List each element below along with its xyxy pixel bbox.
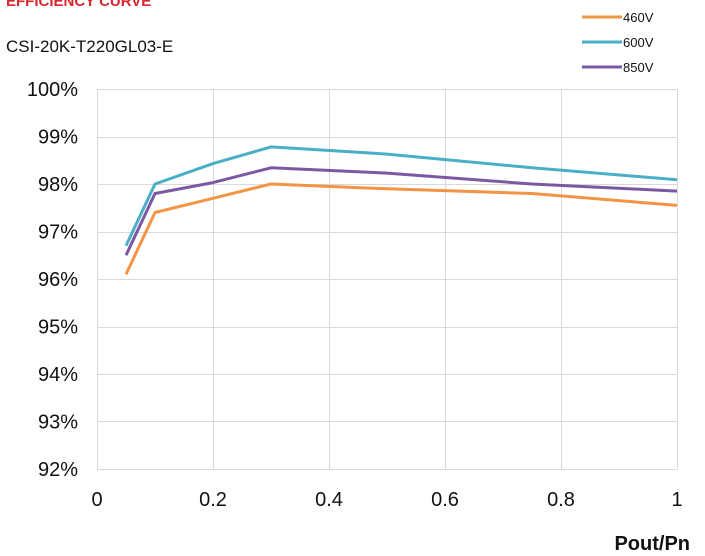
- y-tick-label: 100%: [27, 79, 78, 101]
- y-tick-label: 99%: [38, 127, 78, 149]
- x-axis-label: Pout/Pn: [614, 533, 690, 555]
- x-tick-label: 1: [671, 489, 682, 511]
- legend-label: 600V: [623, 35, 654, 50]
- y-tick-label: 94%: [38, 364, 78, 386]
- y-tick-label: 92%: [38, 459, 78, 481]
- x-axis-ticks: 0 0.2 0.4 0.6 0.8 1: [91, 489, 682, 511]
- legend: 460V 600V 850V: [582, 10, 654, 75]
- x-tick-label: 0: [91, 489, 102, 511]
- x-tick-label: 0.6: [431, 489, 459, 511]
- x-tick-label: 0.8: [547, 489, 575, 511]
- x-tick-label: 0.2: [199, 489, 227, 511]
- plot-series: [124, 145, 678, 275]
- y-tick-label: 97%: [38, 222, 78, 244]
- legend-item: 850V: [582, 60, 654, 75]
- legend-label: 850V: [623, 60, 654, 75]
- y-tick-label: 96%: [38, 269, 78, 291]
- y-axis-ticks: 92% 93% 94% 95% 96% 97% 98% 99% 100%: [27, 79, 78, 481]
- legend-item: 460V: [582, 10, 654, 25]
- chart-subtitle: CSI-20K-T220GL03-E: [6, 37, 173, 56]
- y-tick-label: 98%: [38, 174, 78, 196]
- series-line-460v: [124, 182, 678, 275]
- legend-item: 600V: [582, 35, 654, 50]
- series-line-850v: [124, 166, 678, 256]
- y-tick-label: 95%: [38, 317, 78, 339]
- legend-label: 460V: [623, 10, 654, 25]
- x-tick-label: 0.4: [315, 489, 343, 511]
- series-line-600v: [124, 145, 678, 247]
- chart-title: EFFICIENCY CURVE: [6, 0, 151, 10]
- y-tick-label: 93%: [38, 412, 78, 434]
- gridlines: [97, 89, 678, 470]
